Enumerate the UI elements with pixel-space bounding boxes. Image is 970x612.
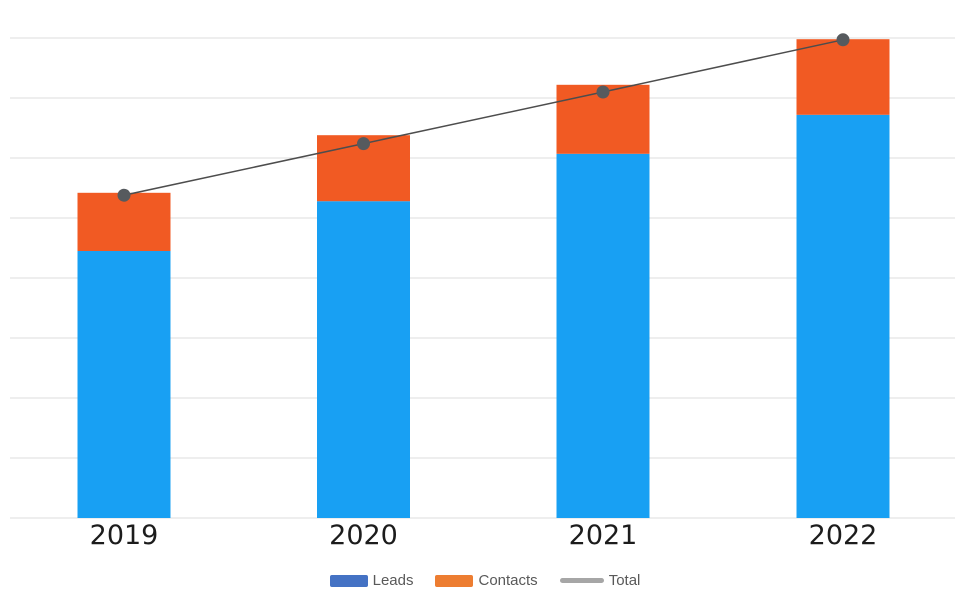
bar-segment-2021-leads[interactable]	[556, 153, 650, 519]
bar-segment-2022-contacts[interactable]	[796, 39, 890, 115]
total-point-2022[interactable]	[836, 33, 850, 47]
legend-item-leads[interactable]: Leads	[329, 572, 414, 589]
x-axis-label-2019: 2019	[89, 520, 159, 551]
legend-label-leads: Leads	[372, 572, 414, 589]
legend-item-contacts[interactable]: Contacts	[435, 572, 538, 589]
legend-label-total: Total	[608, 572, 641, 589]
chart-legend: Leads Contacts Total	[0, 572, 970, 589]
total-point-2020[interactable]	[357, 137, 370, 151]
total-point-2019[interactable]	[117, 188, 131, 202]
x-axis-label-2021: 2021	[568, 520, 638, 551]
legend-swatch-total	[559, 578, 604, 583]
legend-label-contacts: Contacts	[478, 572, 538, 589]
total-line	[123, 39, 844, 196]
x-axis-label-2020: 2020	[329, 520, 398, 551]
bar-segment-2022-leads[interactable]	[796, 114, 890, 519]
total-point-2021[interactable]	[596, 85, 610, 99]
legend-swatch-contacts	[435, 574, 474, 587]
x-axis-label-2022: 2022	[808, 520, 878, 551]
bar-segment-2020-leads[interactable]	[317, 201, 410, 518]
legend-item-total[interactable]: Total	[559, 572, 641, 589]
bar-segment-2019-contacts[interactable]	[77, 192, 171, 251]
legend-swatch-leads	[329, 574, 368, 587]
bar-segment-2019-leads[interactable]	[77, 251, 171, 518]
